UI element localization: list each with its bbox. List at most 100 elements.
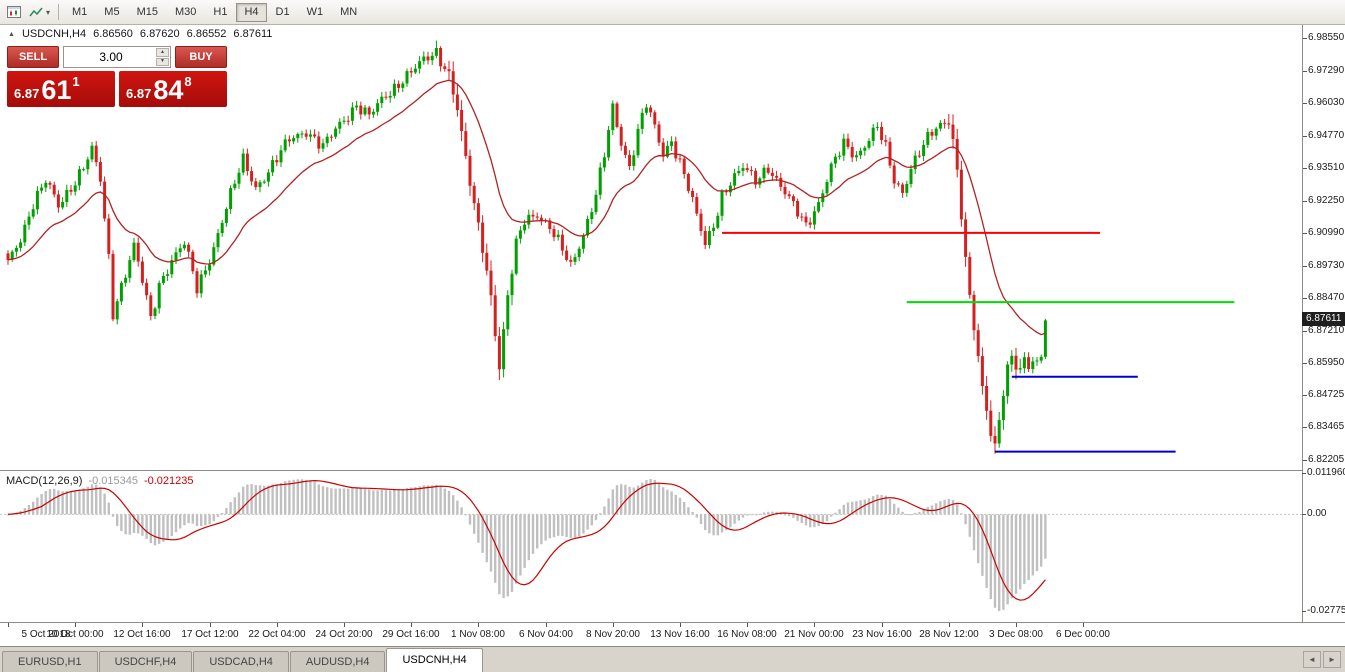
current-price-badge: 6.87611 <box>1302 312 1345 326</box>
time-axis-label: 3 Dec 08:00 <box>989 629 1043 640</box>
macd-histogram-bar <box>275 484 278 515</box>
candle-body <box>40 187 44 191</box>
macd-indicator-chart[interactable] <box>0 471 1302 622</box>
ask-price-button[interactable]: 6.87 84 8 <box>119 71 227 107</box>
candle-body <box>455 94 459 111</box>
price-axis-label: 6.82205 <box>1308 454 1345 465</box>
macd-histogram-bar <box>867 498 871 515</box>
time-axis-tick <box>882 623 883 627</box>
tabs-scroll-right-button[interactable]: ► <box>1323 651 1341 668</box>
candle-body <box>602 157 606 168</box>
macd-histogram-bar <box>998 514 1001 611</box>
chart-window-icon[interactable] <box>3 2 25 23</box>
candle-body <box>460 110 464 131</box>
macd-histogram-bar <box>368 489 371 515</box>
timeframe-button-w1[interactable]: W1 <box>299 3 332 22</box>
chart-tab-audusd-h4[interactable]: AUDUSD,H4 <box>289 651 386 672</box>
tabs-scroll-left-button[interactable]: ◄ <box>1303 651 1321 668</box>
macd-histogram-bar <box>620 484 623 515</box>
macd-histogram-bar <box>384 490 388 515</box>
trade-buttons-row: SELL ▲ ▼ BUY <box>7 46 227 68</box>
price-chart[interactable] <box>0 25 1302 470</box>
macd-histogram-bar <box>78 489 81 515</box>
candle-body <box>10 251 14 260</box>
timeframe-button-m30[interactable]: M30 <box>167 3 204 22</box>
candle-body <box>476 203 480 223</box>
time-axis-tick <box>411 623 412 627</box>
macd-histogram-bar <box>208 514 211 524</box>
candle-body <box>493 295 497 337</box>
macd-histogram-bar <box>662 487 665 515</box>
timeframe-button-h1[interactable]: H1 <box>205 3 235 22</box>
macd-histogram-bar <box>884 495 887 515</box>
price-axis-tick <box>1303 331 1307 332</box>
price-axis-label: 6.87210 <box>1308 325 1345 336</box>
timeframe-button-m15[interactable]: M15 <box>129 3 166 22</box>
timeframe-button-d1[interactable]: D1 <box>268 3 298 22</box>
macd-histogram-bar <box>561 514 564 537</box>
macd-histogram-bar <box>531 514 535 554</box>
candle-body <box>707 231 711 246</box>
macd-histogram-bar <box>229 502 232 515</box>
candle-body <box>510 273 514 296</box>
macd-histogram-bar <box>212 514 215 522</box>
chevron-down-icon: ▾ <box>46 7 51 17</box>
chart-template-icon[interactable]: ▾ <box>25 2 53 23</box>
macd-histogram-bar <box>624 484 627 515</box>
timeframe-button-h4[interactable]: H4 <box>236 2 267 22</box>
candle-body <box>44 182 48 188</box>
macd-name: MACD(12,26,9) <box>6 475 83 487</box>
candle-body <box>527 214 531 225</box>
macd-histogram-bar <box>284 481 287 515</box>
candle-body <box>863 147 867 151</box>
chart-tab-usdchf-h4[interactable]: USDCHF,H4 <box>98 651 193 672</box>
macd-signal-value: -0.021235 <box>143 475 194 487</box>
macd-histogram-bar <box>36 497 39 515</box>
candle-body <box>716 215 720 228</box>
candle-body <box>14 247 18 252</box>
macd-histogram-bar <box>95 484 98 515</box>
volume-decrease-button[interactable]: ▼ <box>156 57 169 66</box>
candle-body <box>199 274 203 294</box>
chart-tab-usdcad-h4[interactable]: USDCAD,H4 <box>193 651 289 672</box>
macd-histogram-bar <box>481 514 484 553</box>
macd-histogram-bar <box>720 514 724 533</box>
candle-body <box>371 111 375 115</box>
timeframe-button-m5[interactable]: M5 <box>96 3 127 22</box>
candle-body <box>892 165 896 184</box>
macd-histogram-bar <box>309 480 312 515</box>
candle-body <box>741 168 745 171</box>
candle-body <box>896 183 900 185</box>
chart-tab-eurusd-h1[interactable]: EURUSD,H1 <box>2 651 98 672</box>
pane-divider[interactable] <box>0 470 1345 471</box>
bid-price-button[interactable]: 6.87 61 1 <box>7 71 115 107</box>
candle-body <box>157 283 161 309</box>
macd-histogram-bar <box>750 514 753 516</box>
price-axis-tick <box>1303 168 1307 169</box>
timeframe-button-m1[interactable]: M1 <box>64 3 95 22</box>
candle-body <box>287 139 291 142</box>
candle-body <box>1043 320 1047 357</box>
candle-body <box>548 220 552 229</box>
volume-input[interactable] <box>64 47 170 67</box>
macd-histogram-bar <box>788 514 791 517</box>
macd-axis-tick <box>1302 611 1306 612</box>
sell-button[interactable]: SELL <box>7 46 59 68</box>
candle-body <box>934 128 938 136</box>
timeframe-button-mn[interactable]: MN <box>332 3 365 22</box>
tabs-scroll-arrows: ◄ ► <box>1303 651 1341 668</box>
candle-body <box>283 139 287 151</box>
buy-button[interactable]: BUY <box>175 46 227 68</box>
macd-histogram-bar <box>1010 514 1013 599</box>
price-axis-label: 6.94770 <box>1308 130 1345 141</box>
volume-increase-button[interactable]: ▲ <box>156 48 169 57</box>
low-value: 6.86552 <box>186 28 227 40</box>
macd-histogram-bar <box>288 480 291 515</box>
candle-body <box>523 224 527 231</box>
collapse-triangle-icon[interactable]: ▲ <box>8 30 15 38</box>
candle-body <box>611 103 615 131</box>
macd-histogram-bar <box>615 485 619 515</box>
candle-body <box>556 234 560 238</box>
macd-histogram-bar <box>725 514 728 531</box>
chart-tab-usdcnh-h4[interactable]: USDCNH,H4 <box>386 648 483 672</box>
